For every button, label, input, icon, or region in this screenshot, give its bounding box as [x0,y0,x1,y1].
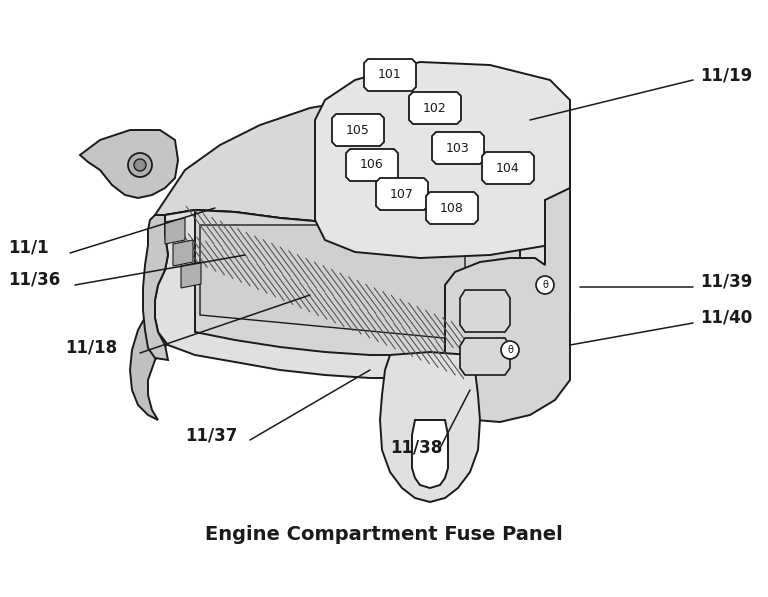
Polygon shape [380,352,480,502]
Circle shape [536,276,554,294]
Polygon shape [332,114,384,146]
Text: 104: 104 [496,162,520,174]
Polygon shape [432,132,484,164]
Polygon shape [165,218,185,244]
Polygon shape [155,95,570,225]
Circle shape [501,341,519,359]
Polygon shape [409,92,461,124]
Polygon shape [376,178,428,210]
Text: 11/38: 11/38 [390,439,442,457]
Text: 11/36: 11/36 [8,271,60,289]
Text: 106: 106 [360,158,384,171]
Circle shape [134,159,146,171]
Polygon shape [155,175,570,378]
Polygon shape [482,152,534,184]
Text: 103: 103 [446,141,470,155]
Polygon shape [445,188,570,422]
Text: 108: 108 [440,202,464,214]
Text: 102: 102 [423,101,447,115]
Polygon shape [200,225,465,340]
Polygon shape [143,215,168,360]
Polygon shape [195,210,520,355]
Polygon shape [181,262,201,288]
Polygon shape [460,338,510,375]
Polygon shape [173,240,193,266]
Polygon shape [130,210,195,420]
Text: Engine Compartment Fuse Panel: Engine Compartment Fuse Panel [205,525,563,544]
Text: 11/39: 11/39 [700,273,753,291]
Circle shape [128,153,152,177]
Polygon shape [460,290,510,332]
Polygon shape [315,62,570,258]
Text: 101: 101 [378,69,402,82]
Text: 11/37: 11/37 [185,426,237,444]
Text: 105: 105 [346,124,370,137]
Polygon shape [346,149,398,181]
Text: θ: θ [507,345,513,355]
Text: 11/19: 11/19 [700,66,752,84]
Polygon shape [364,59,416,91]
Polygon shape [545,175,570,345]
Text: 11/40: 11/40 [700,309,752,327]
Text: 11/18: 11/18 [65,339,118,357]
Polygon shape [412,420,448,488]
Polygon shape [426,192,478,224]
Text: θ: θ [542,280,548,290]
Text: 107: 107 [390,187,414,201]
Text: 11/1: 11/1 [8,239,48,257]
Polygon shape [80,130,178,198]
